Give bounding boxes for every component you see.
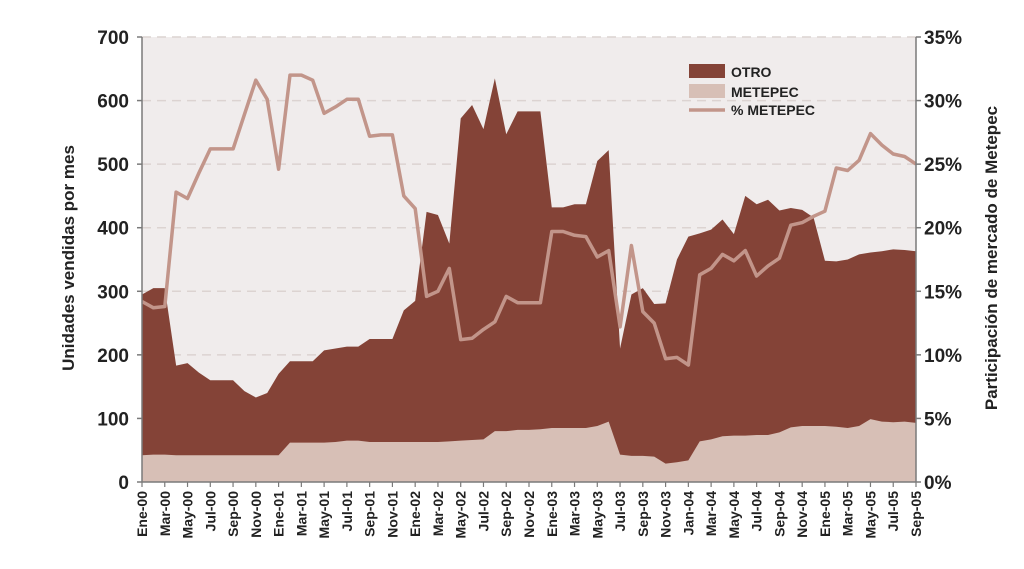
x-tick-label: Sep-05: [908, 491, 924, 537]
x-tick-label: Jul-03: [612, 491, 628, 532]
line-pct-metepec: [141, 73, 917, 367]
y2-tick-label: 30%: [924, 92, 962, 113]
x-tick-label: Ene-02: [407, 491, 423, 537]
y-tick-label: 0: [118, 473, 129, 494]
legend-swatch-otro: [689, 64, 725, 78]
x-tick-label: Ene-03: [544, 491, 560, 537]
y-tick-label: 300: [97, 282, 129, 303]
legend-swatch-metepec: [689, 84, 725, 98]
x-tick-label: Jan-04: [680, 491, 696, 536]
y2-axis-label: Participación de mercado de Metepec: [982, 106, 1001, 410]
area-metepec: [142, 419, 916, 482]
x-tick-label: May-01: [316, 491, 332, 539]
x-tick-label: Nov-02: [521, 491, 537, 538]
x-tick-label: Sep-00: [225, 491, 241, 537]
y-tick-label: 700: [97, 28, 129, 49]
x-tick-label: Mar-01: [293, 491, 309, 536]
x-tick-label: Ene-00: [134, 491, 150, 537]
legend: OTRO METEPEC % METEPEC: [689, 64, 815, 118]
legend-label-metepec: METEPEC: [731, 84, 799, 100]
x-tick-label: Mar-04: [703, 491, 719, 536]
x-tick-label: Sep-01: [362, 491, 378, 537]
y-tick-label: 500: [97, 155, 129, 176]
x-tick-label: Nov-03: [658, 491, 674, 538]
x-tick-label: May-05: [863, 491, 879, 539]
x-tick-label: Sep-03: [635, 491, 651, 537]
x-tick-label: Jul-05: [885, 491, 901, 532]
y-tick-label: 200: [97, 346, 129, 367]
x-tick-label: Mar-03: [567, 491, 583, 536]
x-tick-label: Jul-00: [202, 491, 218, 532]
tick-labels: 0 100 200 300 400 500 600 700 0% 5% 10% 15% 20% 25% 30…: [97, 28, 962, 538]
y2-tick-label: 15%: [924, 282, 962, 303]
x-tick-label: Mar-05: [840, 491, 856, 536]
x-tick-label: Jul-04: [749, 491, 765, 532]
x-tick-label: Nov-04: [794, 491, 810, 538]
x-tick-label: Sep-02: [498, 491, 514, 537]
x-tick-label: May-02: [453, 491, 469, 539]
y2-tick-label: 25%: [924, 155, 962, 176]
y2-tick-label: 5%: [924, 409, 952, 430]
y2-tick-label: 0%: [924, 473, 952, 494]
legend-label-otro: OTRO: [731, 64, 772, 80]
x-tick-label: May-03: [589, 491, 605, 539]
x-tick-label: Ene-01: [271, 491, 287, 537]
area-layers: [142, 78, 916, 483]
share-line-layer: [141, 73, 917, 367]
x-tick-label: Jul-02: [476, 491, 492, 532]
y-tick-label: 400: [97, 219, 129, 240]
y-tick-label: 600: [97, 92, 129, 113]
x-tick-label: Mar-00: [157, 491, 173, 536]
x-tick-label: Mar-02: [430, 491, 446, 536]
x-tick-label: May-00: [180, 491, 196, 539]
y2-tick-label: 35%: [924, 28, 962, 49]
y2-tick-label: 10%: [924, 346, 962, 367]
x-tick-label: May-04: [726, 491, 742, 539]
y-tick-label: 100: [97, 409, 129, 430]
x-tick-label: Jul-01: [339, 491, 355, 532]
legend-label-pct-metepec: % METEPEC: [731, 102, 815, 118]
x-tick-label: Nov-01: [384, 491, 400, 538]
x-tick-label: Sep-04: [771, 491, 787, 537]
x-tick-label: Nov-00: [248, 491, 264, 538]
y-axis-label: Unidades vendidas por mes: [59, 145, 78, 371]
area-otro: [142, 78, 916, 483]
y2-tick-label: 20%: [924, 219, 962, 240]
x-tick-label: Ene-05: [817, 491, 833, 537]
